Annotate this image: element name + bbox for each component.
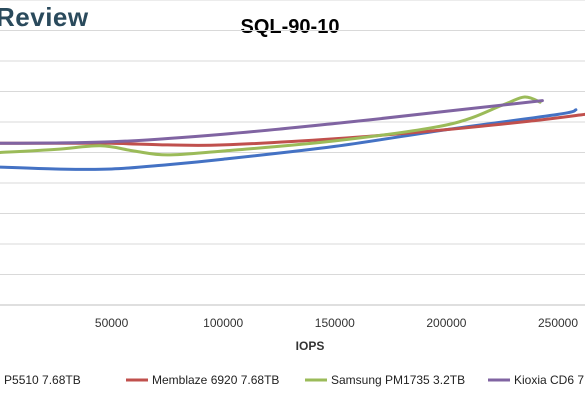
x-tick-label: 50000 — [95, 316, 129, 330]
series-line-2 — [0, 112, 585, 147]
legend-label: Kioxia CD6 7.68TB — [514, 373, 585, 387]
site-logo: Review — [0, 2, 89, 32]
gridlines — [0, 0, 585, 306]
legend-item: Intel P5510 7.68TB — [0, 373, 81, 387]
series-line-3 — [0, 95, 542, 157]
x-tick-label: 150000 — [315, 316, 355, 330]
x-tick-label: 200000 — [426, 316, 466, 330]
series-line-4 — [0, 99, 544, 145]
x-axis-label: IOPS — [296, 339, 325, 353]
x-tick-labels: 50000 100000 150000 200000 250000 — [95, 316, 578, 330]
legend-item: Memblaze 6920 7.68TB — [126, 373, 279, 387]
legend-label: Memblaze 6920 7.68TB — [152, 373, 279, 387]
legend-item: Kioxia CD6 7.68TB — [488, 373, 585, 387]
legend-label: Intel P5510 7.68TB — [0, 373, 81, 387]
legend: Intel P5510 7.68TB Memblaze 6920 7.68TB Sa… — [0, 373, 585, 387]
legend-label: Samsung PM1735 3.2TB — [331, 373, 465, 387]
x-tick-label: 250000 — [538, 316, 578, 330]
legend-item: Samsung PM1735 3.2TB — [305, 373, 465, 387]
series-line-1 — [0, 108, 578, 171]
chart-title: SQL-90-10 — [240, 16, 340, 38]
x-tick-label: 100000 — [203, 316, 243, 330]
series-lines — [0, 95, 585, 171]
